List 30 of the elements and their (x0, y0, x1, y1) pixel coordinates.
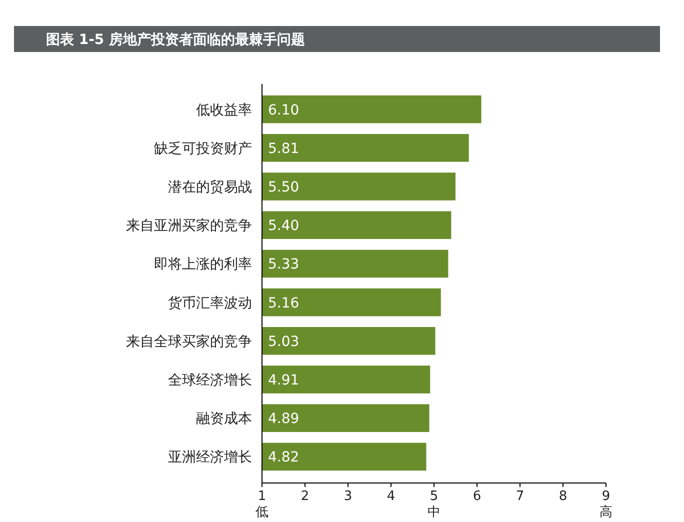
x-tick-label: 2 (300, 489, 310, 504)
y-tick-label: 缺乏可投资财产 (154, 140, 252, 157)
data-label: 5.33 (268, 256, 300, 273)
data-label: 4.82 (268, 450, 300, 466)
data-label: 5.81 (268, 140, 300, 157)
x-tick-label: 1 低 (256, 489, 268, 520)
x-tick-label: 7 (516, 489, 524, 504)
data-label: 4.91 (268, 372, 300, 388)
y-tick-label: 融资成本 (196, 411, 252, 428)
data-label: 4.89 (268, 411, 300, 428)
data-label: 5.03 (268, 334, 300, 350)
x-tick-label: 9 高 (600, 489, 612, 520)
data-label: 5.16 (268, 295, 300, 312)
y-tick-label: 即将上涨的利率 (154, 256, 252, 273)
chart-title: 图表 1-5 房地产投资者面临的最棘手问题 (46, 31, 306, 48)
y-tick-label: 亚洲经济增长 (168, 450, 252, 466)
y-tick-label: 低收益率 (196, 102, 252, 118)
data-label: 6.10 (268, 102, 300, 118)
y-tick-label: 货币汇率波动 (168, 295, 252, 312)
data-label: 5.40 (268, 218, 300, 234)
y-tick-label: 潜在的贸易战 (168, 180, 252, 196)
data-label: 5.50 (268, 180, 300, 196)
y-tick-label: 来自亚洲买家的竞争 (126, 218, 252, 234)
x-tick-label: 8 (558, 489, 568, 504)
y-tick-label: 来自全球买家的竞争 (126, 334, 252, 350)
x-tick-label: 3 (344, 489, 352, 504)
x-tick-label: 4 (386, 489, 396, 504)
x-tick-label: 5 中 (428, 489, 440, 520)
y-tick-label: 全球经济增长 (168, 372, 252, 388)
x-tick-label: 6 (472, 489, 482, 504)
